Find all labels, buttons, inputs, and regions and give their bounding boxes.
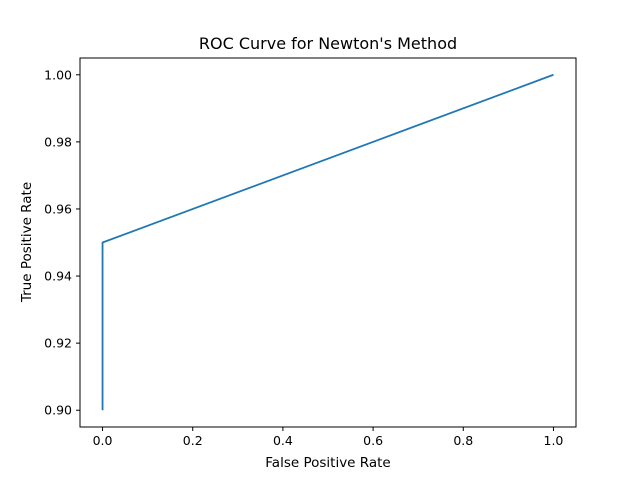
chart-title: ROC Curve for Newton's Method xyxy=(199,34,457,53)
y-tick-label: 0.94 xyxy=(44,269,72,284)
x-tick-label: 0.0 xyxy=(93,433,113,448)
roc-curve-line xyxy=(101,73,554,411)
x-tick-label: 0.8 xyxy=(453,433,473,448)
x-tick-label: 0.4 xyxy=(273,433,293,448)
y-tick-label: 0.96 xyxy=(44,201,72,216)
x-tick-label: 0.2 xyxy=(183,433,203,448)
plot-frame xyxy=(79,57,577,428)
x-tick-label: 1.0 xyxy=(544,433,564,448)
y-tick-label: 0.98 xyxy=(44,134,72,149)
y-tick-label: 0.90 xyxy=(44,403,72,418)
x-axis-ticks: 0.0 0.2 0.4 0.6 0.8 1.0 xyxy=(93,427,564,448)
x-tick-label: 0.6 xyxy=(363,433,383,448)
y-tick-label: 0.92 xyxy=(44,336,72,351)
y-axis-ticks: 0.90 0.92 0.94 0.96 0.98 1.00 xyxy=(44,67,80,418)
y-tick-label: 1.00 xyxy=(44,67,72,82)
plot-area: 0.0 0.2 0.4 0.6 0.8 1.0 0.90 0.92 0.94 0.96 0.98 1… xyxy=(44,57,577,448)
y-axis-label: True Positive Rate xyxy=(19,182,35,303)
x-axis-label: False Positive Rate xyxy=(265,455,390,471)
series-layer xyxy=(101,73,554,411)
